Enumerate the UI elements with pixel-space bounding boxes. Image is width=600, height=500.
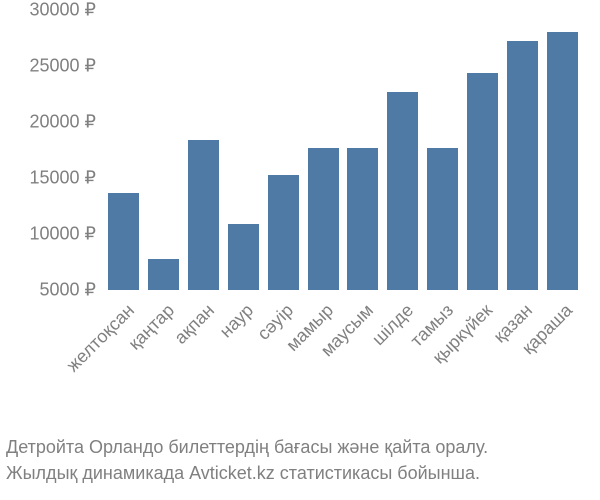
bars-layer	[104, 10, 582, 290]
bar	[547, 32, 578, 290]
bar	[268, 175, 299, 290]
bar	[427, 148, 458, 290]
bar	[347, 148, 378, 290]
chart-frame: 5000 ₽ 10000 ₽ 15000 ₽ 20000 ₽ 25000 ₽ 30000 …	[0, 0, 600, 500]
bar	[387, 92, 418, 290]
y-tick-label: 20000 ₽	[16, 112, 96, 133]
caption-line-1: Детройта Орландо билеттердің бағасы және…	[6, 437, 488, 457]
bar	[308, 148, 339, 290]
caption-line-2: Жылдық динамикада Avticket.kz статистика…	[6, 463, 480, 483]
bar	[148, 259, 179, 290]
y-tick-label: 30000 ₽	[16, 0, 96, 21]
y-tick-label: 15000 ₽	[16, 168, 96, 189]
bar	[467, 73, 498, 290]
y-tick-label: 25000 ₽	[16, 56, 96, 77]
bar	[108, 193, 139, 290]
chart-caption: Детройта Орландо билеттердің бағасы және…	[0, 434, 600, 486]
bar	[188, 140, 219, 290]
y-tick-label: 10000 ₽	[16, 224, 96, 245]
plot-area: 5000 ₽10000 ₽15000 ₽20000 ₽25000 ₽30000 …	[104, 10, 582, 290]
bar	[228, 224, 259, 290]
bar	[507, 41, 538, 290]
y-tick-label: 5000 ₽	[16, 280, 96, 301]
